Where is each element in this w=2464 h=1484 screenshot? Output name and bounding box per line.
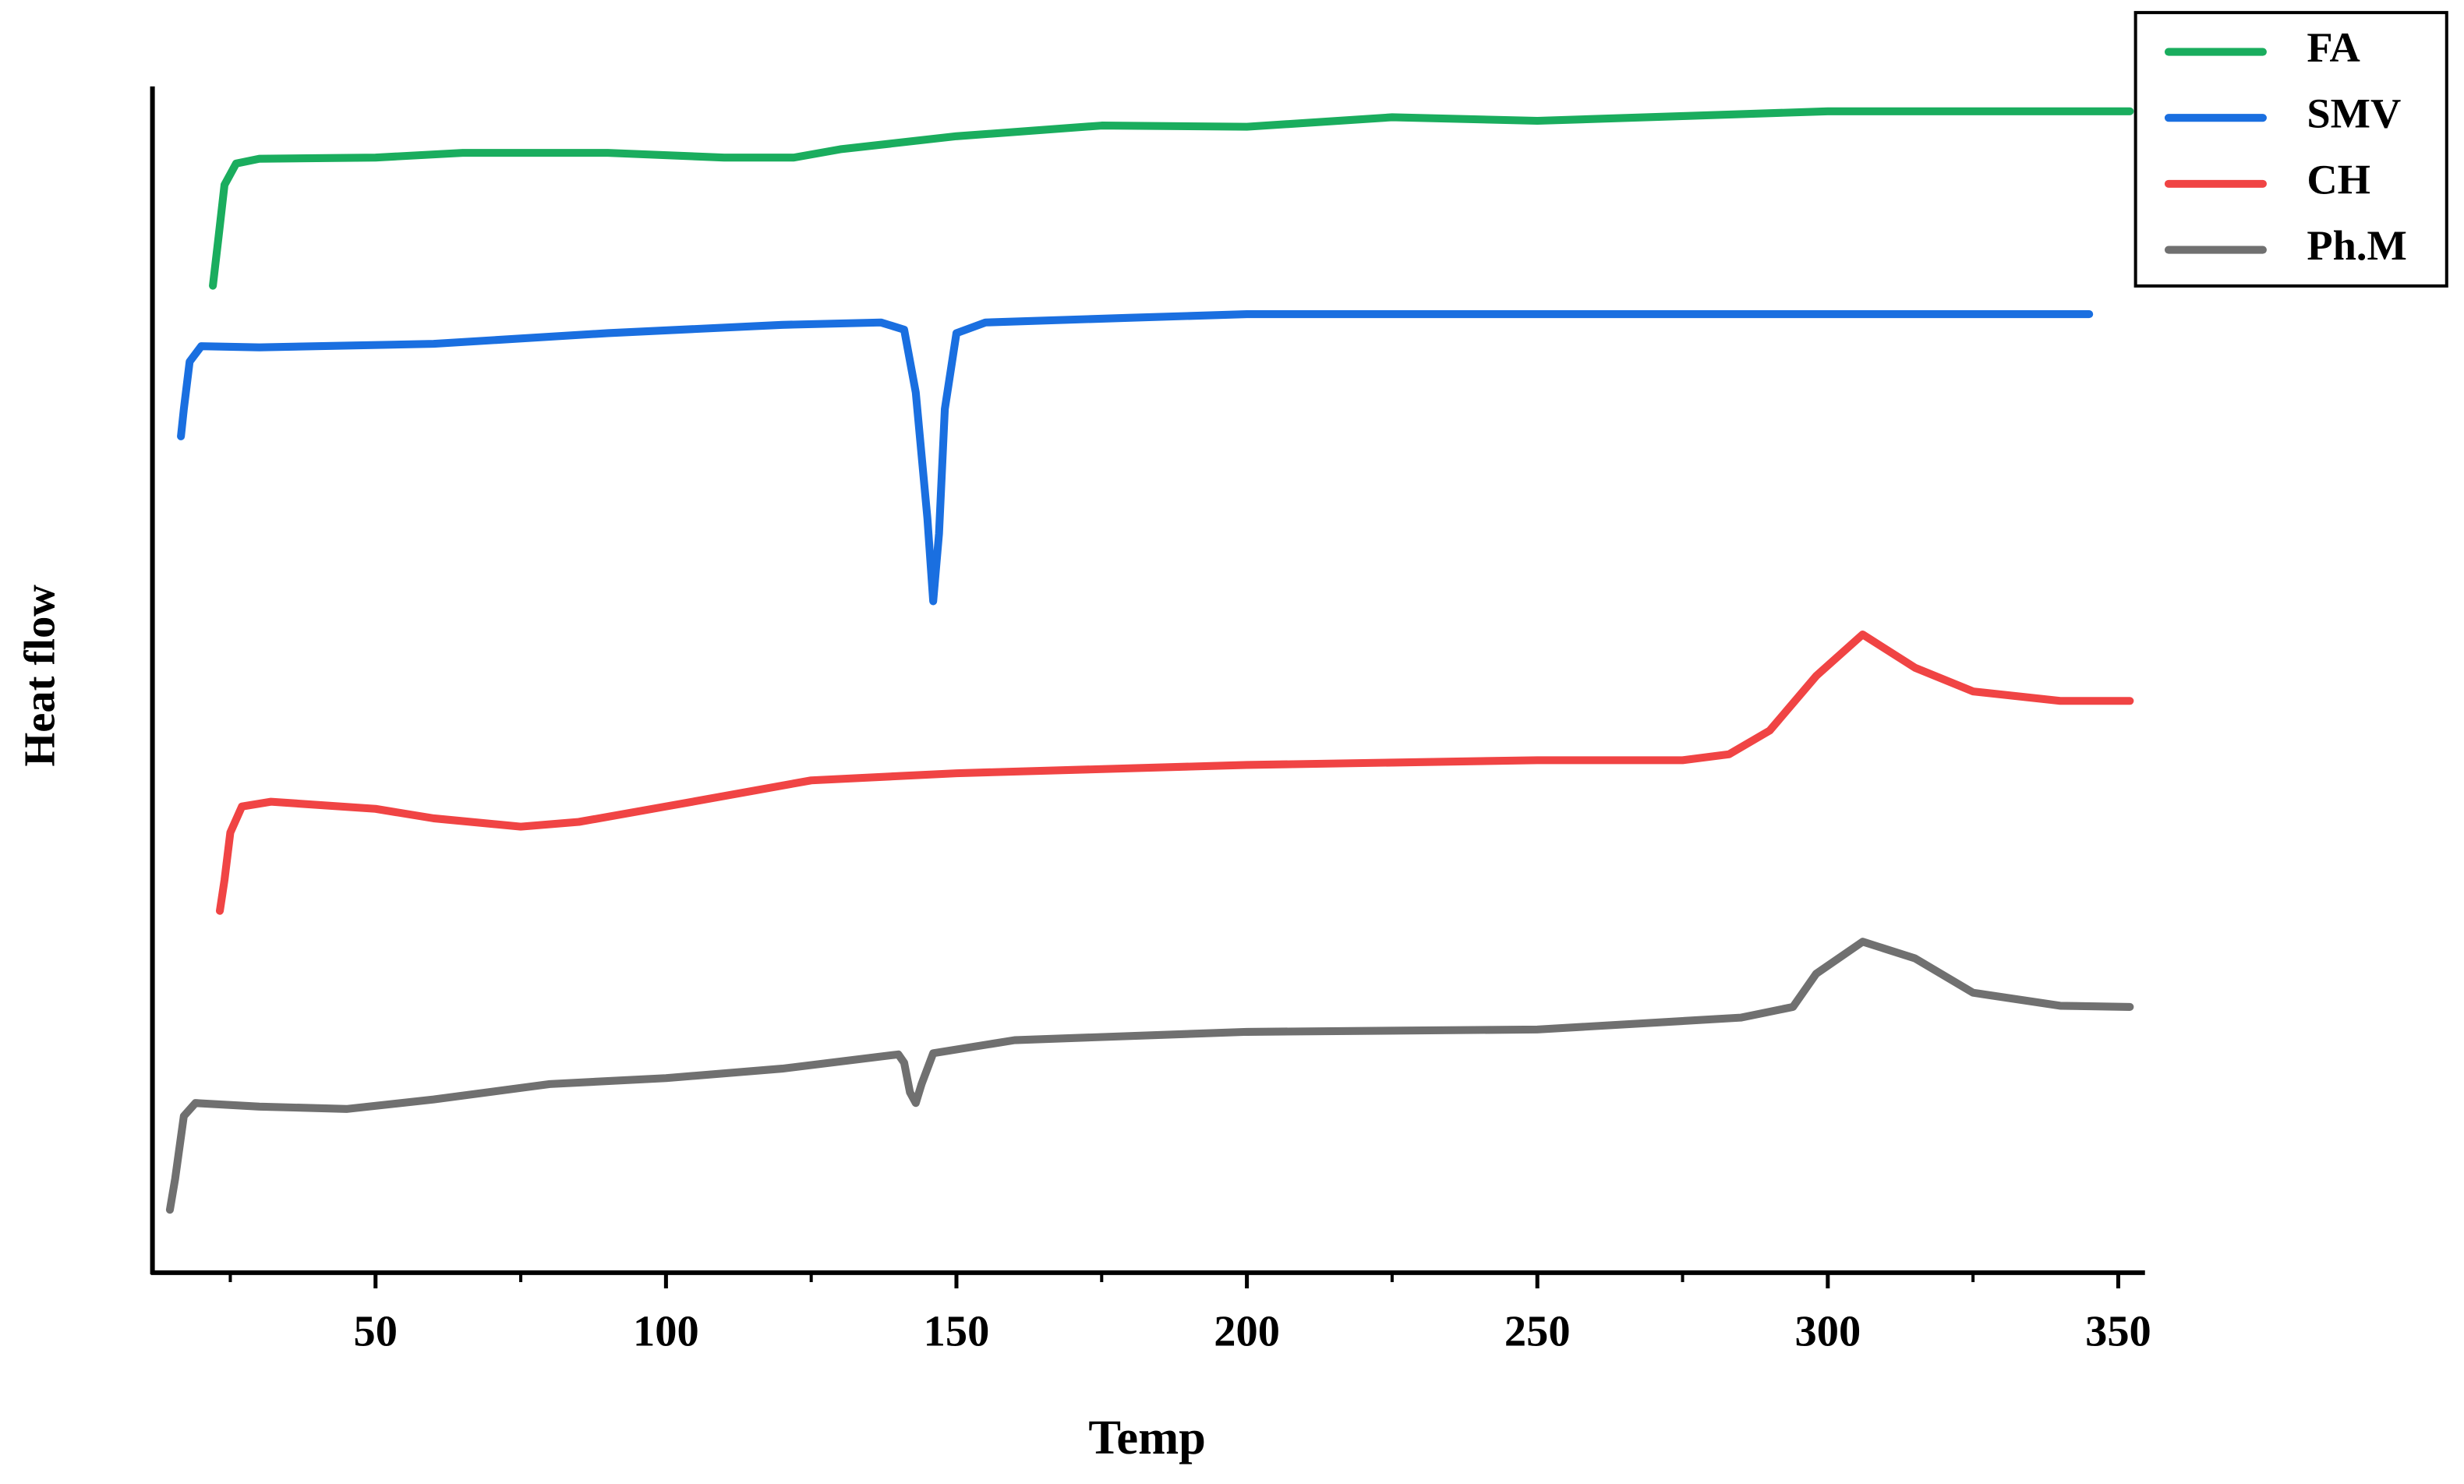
x-axis-label: Temp	[1088, 1410, 1205, 1465]
x-tick-label: 200	[1214, 1307, 1280, 1355]
series-line	[209, 107, 2134, 290]
legend-box	[2133, 11, 2448, 288]
x-tick-label: 250	[1504, 1307, 1571, 1355]
legend-label: SMV	[2307, 90, 2401, 137]
legend-label: CH	[2307, 156, 2370, 203]
x-tick-label: 150	[924, 1307, 990, 1355]
x-tick-label: 300	[1795, 1307, 1861, 1355]
series-line	[177, 310, 2094, 606]
series-line	[215, 630, 2134, 915]
legend-label: Ph.M	[2307, 222, 2406, 269]
x-tick-label: 100	[633, 1307, 699, 1355]
x-tick-label: 50	[354, 1307, 398, 1355]
y-axis-label: Heat flow	[16, 585, 64, 767]
x-tick-label: 350	[2085, 1307, 2151, 1355]
legend-label: FA	[2307, 24, 2360, 71]
series-line	[165, 938, 2134, 1214]
